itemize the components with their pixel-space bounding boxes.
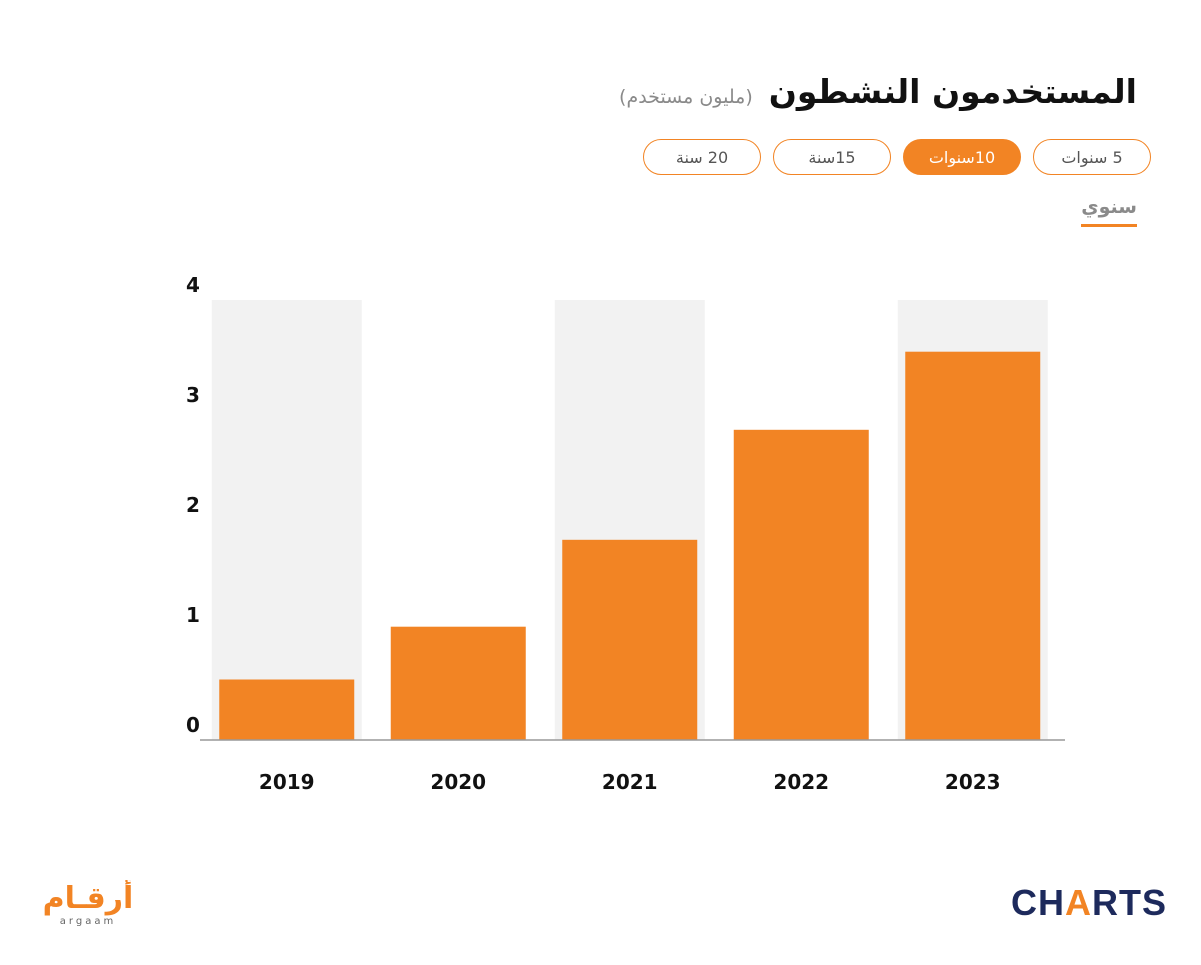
range-tabs: 5 سنوات 10سنوات 15سنة 20 سنة xyxy=(643,139,1151,175)
tab-10-years[interactable]: 10سنوات xyxy=(903,139,1021,175)
bar-2021 xyxy=(562,539,698,740)
x-tick-label: 2022 xyxy=(773,770,829,794)
tab-annual[interactable]: سنوي xyxy=(1081,196,1137,227)
tab-5-years[interactable]: 5 سنوات xyxy=(1033,139,1151,175)
column-band xyxy=(211,300,362,740)
bar-2022 xyxy=(733,429,869,740)
tab-15-years[interactable]: 15سنة xyxy=(773,139,891,175)
y-tick-label: 2 xyxy=(186,493,200,517)
svg-text:argaam: argaam xyxy=(60,916,116,927)
y-tick-label: 4 xyxy=(186,273,200,297)
x-tick-label: 2019 xyxy=(259,770,315,794)
svg-text:أرقـام: أرقـام xyxy=(43,880,134,916)
chart-title: المستخدمون النشطون xyxy=(768,72,1137,111)
x-tick-label: 2023 xyxy=(945,770,1001,794)
x-tick-label: 2020 xyxy=(430,770,486,794)
x-tick-label: 2021 xyxy=(602,770,658,794)
y-tick-label: 0 xyxy=(186,713,200,737)
y-tick-label: 1 xyxy=(186,603,200,627)
tab-20-years[interactable]: 20 سنة xyxy=(643,139,761,175)
chart-unit-subtitle: (مليون مستخدم) xyxy=(619,86,753,108)
bar-2020 xyxy=(390,626,526,740)
y-tick-label: 3 xyxy=(186,383,200,407)
argaam-logo: أرقـام argaam xyxy=(43,880,134,927)
bar-2019 xyxy=(219,679,355,740)
charts-logo: CHARTS xyxy=(1011,882,1167,923)
chart-header: المستخدمون النشطون (مليون مستخدم) xyxy=(619,72,1137,111)
bar-2023 xyxy=(905,351,1041,740)
